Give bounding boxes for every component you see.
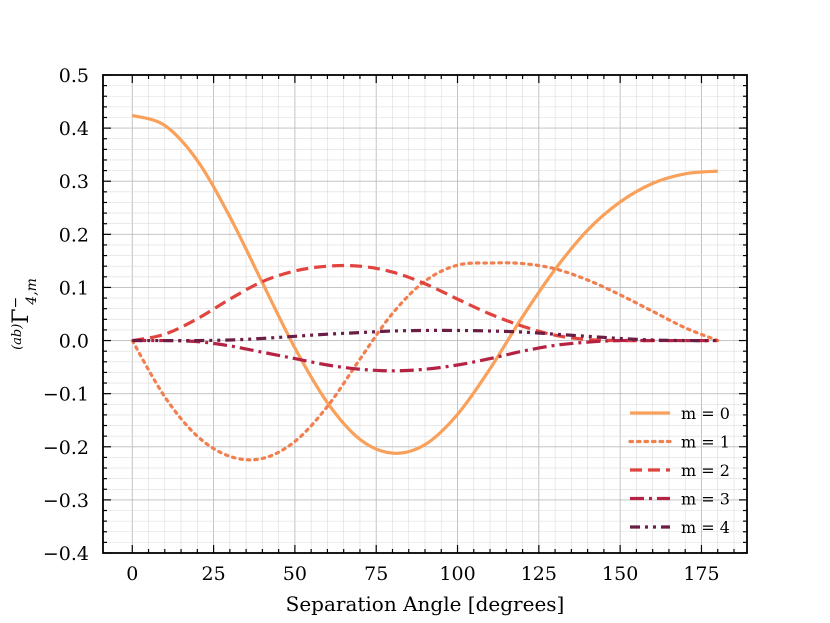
x-tick-label: 100 (439, 563, 475, 585)
series-line-m1 (130, 261, 720, 462)
x-tick-label: 25 (201, 563, 225, 585)
y-tick-label: −0.2 (43, 437, 89, 459)
y-tick-label: 0.4 (59, 118, 89, 140)
x-axis-label: Separation Angle [degrees] (286, 592, 565, 616)
legend-label-m4: m = 4 (681, 518, 730, 537)
series-line-m0 (131, 113, 718, 455)
legend: m = 0 m = 1 m = 2 m = 3 m = 4 (628, 404, 730, 537)
y-tick-label: 0.2 (59, 224, 89, 246)
y-tick-labels: −0.4 −0.3 −0.2 −0.1 0.0 0.1 0.2 0.3 0.4 0.5 (43, 65, 89, 565)
y-axis-label-prefix: (ab) (10, 324, 25, 350)
legend-label-m0: m = 0 (681, 404, 730, 423)
x-tick-label: 50 (283, 563, 307, 585)
y-tick-label: 0.0 (59, 331, 89, 353)
y-tick-label: −0.1 (43, 384, 89, 406)
axis-ticks (103, 74, 747, 554)
x-tick-label: 175 (683, 563, 719, 585)
y-axis-label: (ab)Γ−4,m (8, 278, 40, 350)
y-tick-label: −0.4 (43, 543, 89, 565)
x-tick-label: 125 (521, 563, 557, 585)
x-tick-label: 75 (364, 563, 388, 585)
y-axis-label-superscript: − (8, 297, 24, 309)
x-tick-label: 150 (602, 563, 638, 585)
y-tick-label: 0.1 (59, 277, 89, 299)
series-line-m4 (132, 328, 718, 343)
y-tick-label: 0.3 (59, 171, 89, 193)
series-line-m3 (132, 338, 718, 373)
legend-label-m1: m = 1 (681, 433, 730, 452)
grid-lines (103, 74, 747, 554)
x-tick-label: 0 (126, 563, 138, 585)
y-tick-label: −0.3 (43, 490, 89, 512)
legend-label-m3: m = 3 (681, 490, 730, 509)
series-lines (130, 113, 720, 462)
y-axis-label-symbol: Γ (9, 308, 34, 323)
series-line-m2 (131, 263, 718, 343)
legend-label-m2: m = 2 (681, 461, 730, 480)
y-axis-label-subscript: 4,m (24, 278, 40, 306)
y-tick-label: 0.5 (59, 65, 89, 87)
x-tick-labels: 0 25 50 75 100 125 150 175 (126, 563, 719, 585)
